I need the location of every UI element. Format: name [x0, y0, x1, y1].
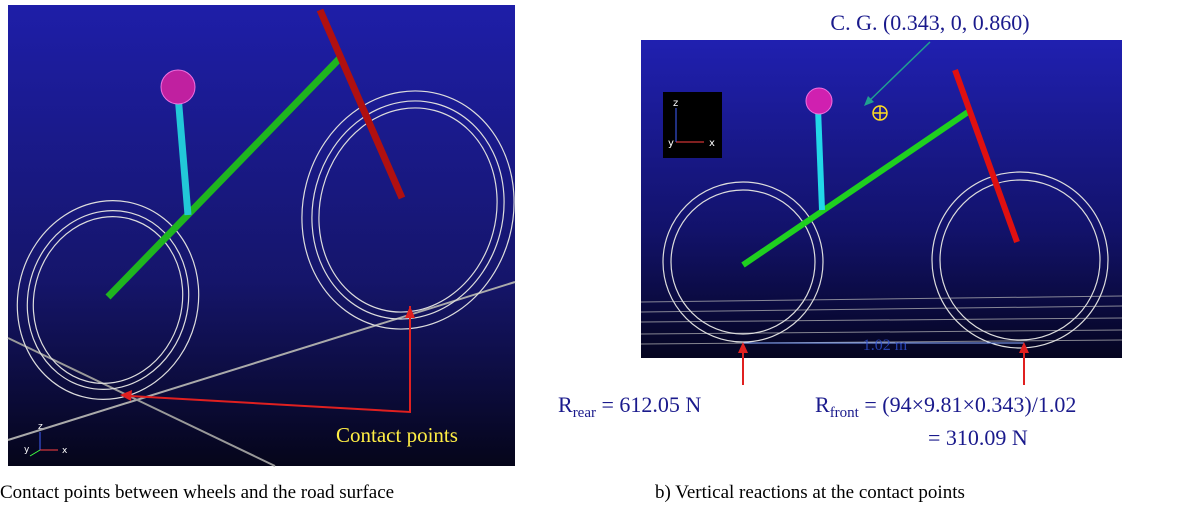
- viewport: [641, 40, 1122, 358]
- axis-label: z: [673, 98, 678, 109]
- panel-b: z y x 1.02 m C. G. (0.343, 0, 0.860) Rre…: [558, 10, 1122, 503]
- front-reaction: Rfront = (94×9.81×0.343)/1.02: [815, 392, 1076, 421]
- symbol: R: [558, 392, 573, 417]
- symbol: R: [815, 392, 830, 417]
- axis-label: y: [668, 138, 674, 149]
- panel-a: Contact points z y x Contact points betw…: [0, 5, 540, 503]
- annotation: Contact points: [336, 423, 458, 447]
- caption: Contact points between wheels and the ro…: [0, 482, 394, 503]
- subscript: rear: [573, 405, 596, 421]
- figure: Contact points z y x Contact points betw…: [0, 0, 1186, 512]
- axis-label: x: [709, 138, 715, 149]
- mass-sphere: [161, 70, 195, 104]
- rear-reaction: Rrear = 612.05 N: [558, 392, 701, 421]
- cg-marker: [873, 106, 887, 120]
- axis-label: x: [62, 446, 68, 456]
- page: Contact points z y x Contact points betw…: [0, 0, 1186, 512]
- front-reaction-result: = 310.09 N: [928, 425, 1028, 450]
- cg-label: C. G. (0.343, 0, 0.860): [830, 10, 1029, 35]
- dimension-label: 1.02 m: [863, 337, 908, 354]
- axis-label: y: [24, 445, 30, 455]
- axis-label: z: [38, 422, 43, 432]
- value: = 612.05 N: [596, 392, 701, 417]
- caption: b) Vertical reactions at the contact poi…: [655, 482, 965, 503]
- seat-post: [818, 108, 822, 210]
- mass-sphere: [806, 88, 832, 114]
- formula: = (94×9.81×0.343)/1.02: [859, 392, 1077, 417]
- subscript: front: [830, 405, 860, 421]
